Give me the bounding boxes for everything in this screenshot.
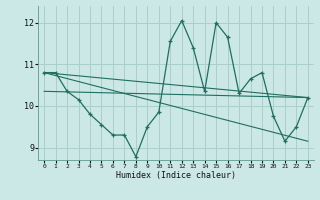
X-axis label: Humidex (Indice chaleur): Humidex (Indice chaleur) [116, 171, 236, 180]
